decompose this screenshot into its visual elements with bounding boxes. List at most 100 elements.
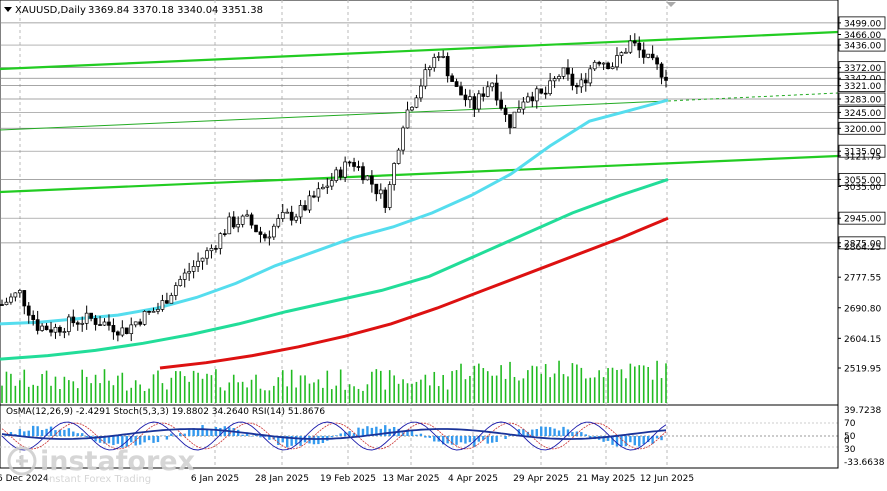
candle-body <box>98 324 102 326</box>
candle-body <box>75 322 80 325</box>
candle-body <box>80 322 85 325</box>
candle-body <box>289 211 294 221</box>
candle-body <box>107 321 111 326</box>
candle-body <box>423 69 428 87</box>
candle-body <box>557 76 561 80</box>
rsi-line <box>1 428 667 440</box>
price-label: 2519.95 <box>844 365 881 375</box>
candle-body <box>490 82 495 88</box>
candle-body <box>120 327 125 336</box>
candle-body <box>84 312 89 324</box>
time-label: 21 May 2025 <box>577 474 636 484</box>
candle-body <box>347 161 352 164</box>
price-label: 2864.25 <box>844 243 881 253</box>
candle-body <box>182 272 187 280</box>
time-label: 29 Apr 2025 <box>513 474 569 484</box>
price-label: 2945.00 <box>844 215 881 225</box>
time-label: 28 Jan 2025 <box>255 474 309 484</box>
triangle-down-icon[interactable] <box>4 7 12 12</box>
candle-body <box>628 40 633 53</box>
candle-body <box>650 53 655 59</box>
candle-body <box>267 236 272 239</box>
candle-body <box>316 188 321 198</box>
price-label: 3121.75 <box>844 152 881 162</box>
price-scale: 3499.003466.003436.003372.003342.003321.… <box>837 0 886 468</box>
candle-body <box>534 88 539 102</box>
candle-body <box>450 75 454 82</box>
candle-body <box>53 326 58 333</box>
price-label: 3372.00 <box>844 64 881 74</box>
candle-body <box>641 49 646 58</box>
candle-body <box>410 106 414 111</box>
candle-body <box>142 311 147 325</box>
indicator-scale-label: 39.7238 <box>844 406 881 416</box>
candle-body <box>9 296 13 303</box>
candle-body <box>169 295 174 304</box>
time-axis: 26 Dec 2024 6 Jan 2025 28 Jan 2025 19 Feb 2… <box>0 474 694 484</box>
candle-body <box>610 66 615 70</box>
candle-body <box>66 316 71 332</box>
candle-body <box>312 195 316 198</box>
logo-icon <box>7 446 37 476</box>
candle-body <box>508 114 512 128</box>
candle-body <box>280 212 285 219</box>
candle-body <box>552 78 557 82</box>
time-label: 6 Jan 2025 <box>191 474 239 484</box>
candle-body <box>89 312 93 319</box>
candle-body <box>49 329 53 333</box>
candle-body <box>17 290 22 294</box>
price-label: 3466.00 <box>844 31 881 41</box>
candle-body <box>441 56 446 58</box>
logo-tagline: Instant Forex Trading <box>46 474 151 485</box>
candle-body <box>303 205 307 211</box>
candle-body <box>0 304 4 306</box>
candle-body <box>352 162 356 167</box>
candle-body <box>160 300 165 310</box>
candle-body <box>165 300 169 304</box>
price-label: 2777.55 <box>844 274 881 284</box>
candle-body <box>263 234 267 239</box>
indicator-pane <box>0 421 838 451</box>
candle-body <box>472 96 477 110</box>
candle-body <box>521 101 526 110</box>
candle-body <box>383 189 388 208</box>
indicator-label: OsMA(12,26,9) -2.4291 Stoch(5,3,3) 19.88… <box>6 407 325 417</box>
candle-body <box>597 61 602 65</box>
candle-body <box>445 56 450 77</box>
stoch-main-line <box>1 421 667 451</box>
candle-body <box>646 53 651 58</box>
candle-body <box>31 314 36 320</box>
candle-body <box>526 96 530 103</box>
grid <box>0 0 838 468</box>
candle-body <box>543 92 548 95</box>
price-label: 3055.00 <box>844 176 881 186</box>
scroll-marker-icon[interactable] <box>666 2 676 7</box>
logo-brand: instaforex <box>40 446 195 477</box>
chart-header[interactable]: XAUUSD,Daily 3369.84 3370.18 3340.04 335… <box>4 5 263 16</box>
candle-body <box>271 225 276 238</box>
volume-bars <box>1 360 667 403</box>
candle-body <box>178 279 183 286</box>
candle-body <box>218 233 223 249</box>
candle-body <box>294 216 298 221</box>
candle-body <box>196 260 200 267</box>
candle-body <box>231 216 236 228</box>
candle-body <box>655 57 659 65</box>
candle-body <box>579 79 584 88</box>
candle-body <box>187 271 192 274</box>
candle-body <box>71 316 76 324</box>
candle-body <box>566 67 570 75</box>
price-label: 2875.00 <box>844 239 881 249</box>
candle-body <box>62 331 67 333</box>
price-label: 3283.00 <box>844 96 881 106</box>
candle-body <box>401 127 405 151</box>
candle-body <box>258 231 263 235</box>
candle-body <box>570 73 575 86</box>
candle-body <box>138 321 142 325</box>
channel-mid-extension <box>667 92 839 102</box>
candle-body <box>601 62 606 65</box>
price-label: 2604.15 <box>844 335 881 345</box>
candle-body <box>361 166 365 181</box>
candle-body <box>583 79 588 84</box>
